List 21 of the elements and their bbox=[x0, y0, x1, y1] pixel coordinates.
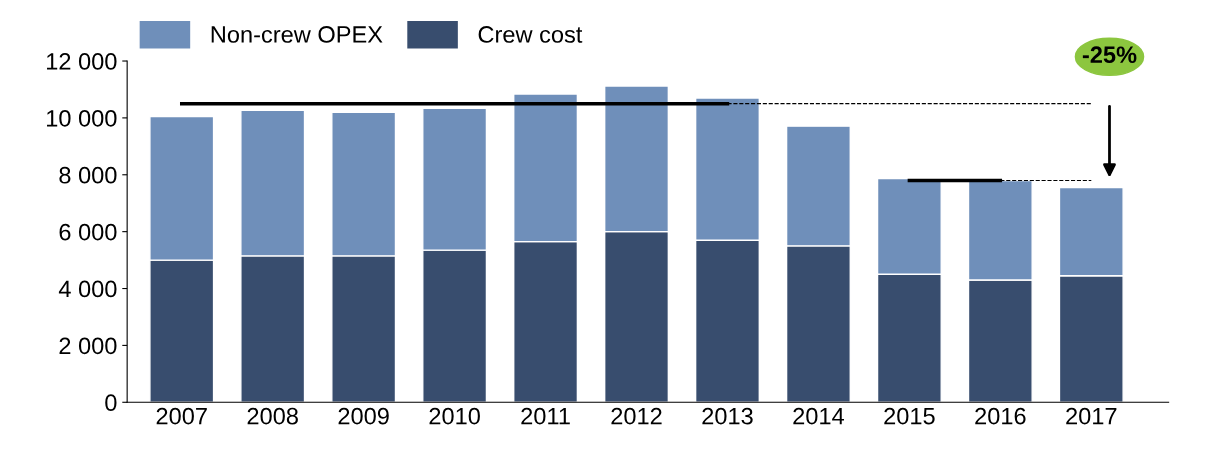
y-tick-label: 6 000 bbox=[59, 223, 117, 241]
x-tick-label: 2010 bbox=[429, 407, 480, 425]
x-tick-label: 2009 bbox=[338, 407, 389, 425]
x-tick-label: 2012 bbox=[611, 407, 662, 425]
y-tick-label: 4 000 bbox=[58, 280, 117, 298]
y-tick-label: 8 000 bbox=[59, 166, 117, 184]
x-tick-label: 2014 bbox=[793, 407, 844, 425]
legend-label: Non-crew OPEX bbox=[211, 26, 383, 43]
y-tick-label: 10 000 bbox=[47, 109, 117, 127]
y-tick-label: 2 000 bbox=[59, 337, 117, 355]
x-tick-label: 2016 bbox=[975, 407, 1026, 425]
x-tick-label: 2013 bbox=[702, 407, 753, 425]
legend-label: Crew cost bbox=[478, 26, 583, 43]
annotation: -25% bbox=[1082, 46, 1137, 64]
x-tick-label: 2008 bbox=[247, 407, 298, 425]
x-tick-label: 2015 bbox=[884, 407, 935, 425]
y-tick-label: 0 bbox=[105, 394, 117, 412]
x-tick-label: 2007 bbox=[156, 407, 207, 425]
x-tick-label: 2017 bbox=[1066, 407, 1117, 425]
x-tick-label: 2011 bbox=[521, 407, 570, 425]
y-tick-label: 12 000 bbox=[47, 53, 117, 70]
